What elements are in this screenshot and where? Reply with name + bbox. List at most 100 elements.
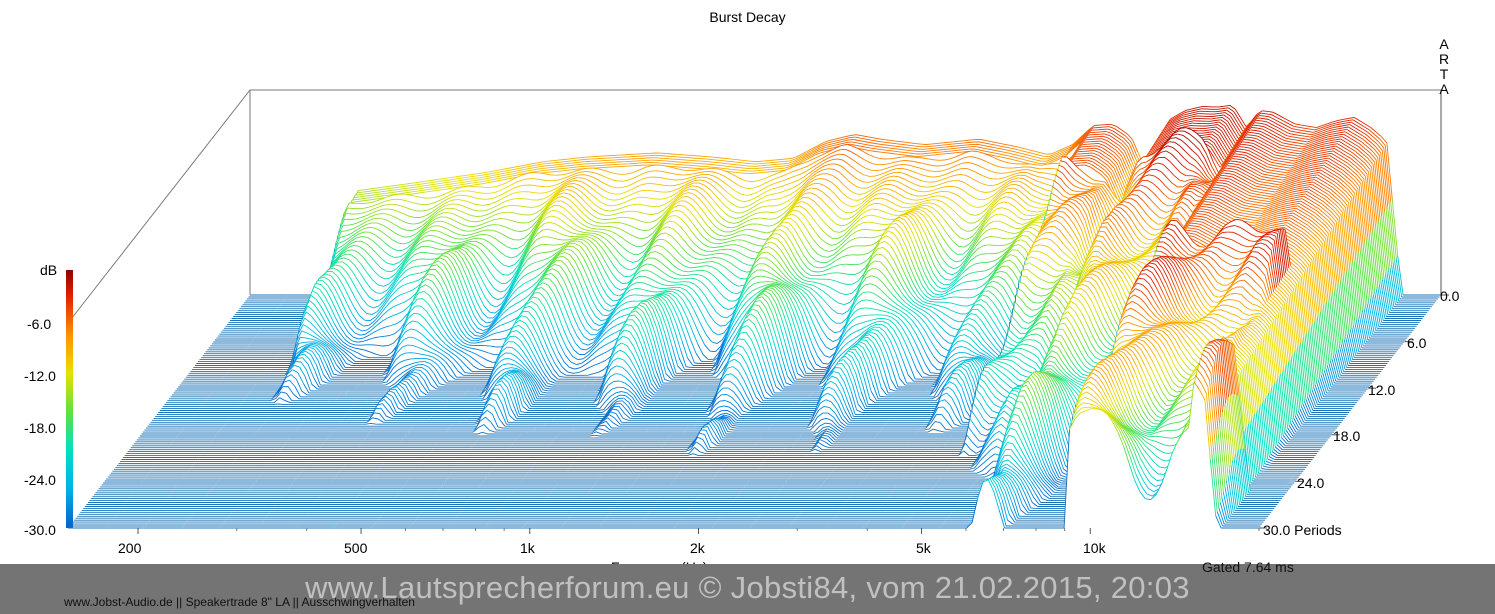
slice-line <box>515 205 520 206</box>
slice-line <box>786 159 792 160</box>
slice-line <box>1247 135 1252 136</box>
slice-line <box>470 221 476 222</box>
slice-line <box>641 190 646 191</box>
slice-line <box>576 164 582 165</box>
slice-line <box>774 169 779 170</box>
slice-line <box>934 160 939 161</box>
slice-line <box>768 162 773 163</box>
slice-line <box>956 145 961 146</box>
slice-line <box>710 167 715 168</box>
slice-line <box>494 225 499 226</box>
slice-line <box>890 148 895 149</box>
slice-line <box>900 142 906 143</box>
slice-line <box>573 160 578 161</box>
slice-line <box>710 157 715 158</box>
slice-line <box>731 169 736 170</box>
slice-line <box>883 140 888 141</box>
slice-line <box>405 237 410 238</box>
slice-line <box>945 147 950 148</box>
slice-line <box>935 154 940 155</box>
slice-line <box>531 207 536 208</box>
slice-line <box>925 155 930 156</box>
slice-line <box>940 147 945 148</box>
slice-line <box>569 184 574 185</box>
slice-line <box>568 161 573 162</box>
slice-line <box>776 166 782 167</box>
slice-line <box>928 151 933 152</box>
slice-line <box>730 172 735 173</box>
slice-line <box>574 167 579 168</box>
slice-line <box>556 171 562 172</box>
slice-line <box>549 175 554 176</box>
slice-line <box>754 161 765 162</box>
slice-line <box>1256 120 1261 121</box>
slice-line <box>552 163 557 164</box>
slice-line <box>753 171 758 172</box>
slice-line <box>1258 118 1263 119</box>
slice-line <box>563 168 568 169</box>
slice-line <box>891 146 896 147</box>
slice-line <box>880 159 885 160</box>
slice-line <box>901 157 906 158</box>
slice-line <box>707 162 712 163</box>
slice-line <box>1019 167 1024 168</box>
slice-line <box>931 146 936 147</box>
slice-line <box>960 147 965 148</box>
slice-line <box>563 161 568 162</box>
slice-line <box>765 167 770 168</box>
slice-line <box>947 144 952 145</box>
slice-line <box>714 160 720 161</box>
slice-line <box>569 167 574 168</box>
slice-line <box>996 173 1001 174</box>
slice-line <box>561 164 566 165</box>
slice-line <box>556 164 561 165</box>
slice-line <box>741 163 746 164</box>
slice-line <box>745 166 750 167</box>
slice-line <box>887 180 892 181</box>
slice-line <box>748 188 753 189</box>
slice-line <box>743 160 749 161</box>
slice-line <box>1255 123 1260 124</box>
slice-line <box>597 156 608 157</box>
slice-line <box>948 151 953 152</box>
slice-line <box>467 191 472 192</box>
slice-line <box>754 218 759 219</box>
slice-line <box>933 150 939 151</box>
decay-slices <box>68 105 1441 528</box>
slice-line <box>713 162 718 163</box>
slice-line <box>948 142 953 143</box>
slice-line <box>747 163 752 164</box>
slice-line <box>396 199 401 200</box>
slice-line <box>740 173 745 174</box>
slice-line <box>848 140 853 141</box>
slice-line <box>516 231 521 232</box>
slice-line <box>744 168 749 169</box>
slice-line <box>627 156 638 157</box>
slice-line <box>704 166 710 167</box>
slice-line <box>937 152 942 153</box>
slice-line <box>1250 130 1255 131</box>
slice-line <box>726 159 731 160</box>
slice-line <box>1252 128 1258 129</box>
slice-line <box>624 217 629 218</box>
slice-line <box>579 160 584 161</box>
slice-line <box>730 162 735 163</box>
slice-line <box>695 180 700 181</box>
slice-line <box>569 158 574 159</box>
slice-line <box>580 157 585 158</box>
slice-line <box>1249 132 1254 133</box>
slice-line <box>664 185 669 186</box>
slice-line <box>938 150 943 151</box>
slice-line <box>735 172 740 173</box>
slice-line <box>925 146 930 147</box>
slice-line <box>932 143 937 144</box>
slice-line <box>639 163 650 164</box>
slice-line <box>964 149 969 150</box>
slice-line <box>916 144 921 145</box>
slice-line <box>557 162 563 163</box>
slice-line <box>778 164 783 165</box>
slice-line <box>972 151 977 152</box>
slice-line <box>732 159 737 160</box>
slice-line <box>936 171 941 172</box>
slice-line <box>391 199 396 200</box>
